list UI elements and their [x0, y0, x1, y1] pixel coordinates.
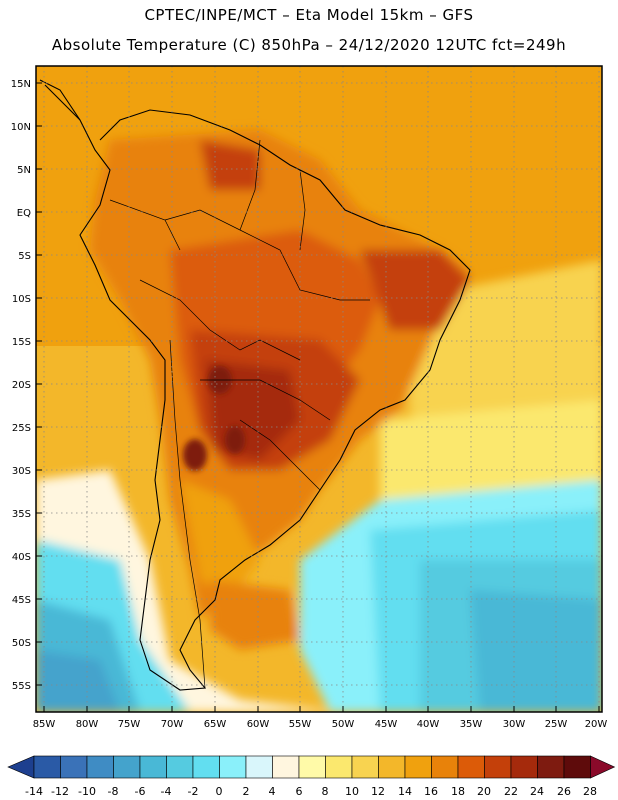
- colorbar-label: 28: [583, 785, 597, 798]
- colorbar-label: 10: [345, 785, 359, 798]
- lon-label-30w: 30W: [503, 719, 526, 730]
- colorbar-cell: [219, 755, 247, 779]
- colorbar-label: 16: [424, 785, 438, 798]
- lon-label-35w: 35W: [460, 719, 483, 730]
- lon-label-60w: 60W: [247, 719, 270, 730]
- colorbar-cell: [325, 755, 353, 779]
- map-frame: [35, 65, 603, 713]
- colorbar-label: 8: [322, 785, 329, 798]
- colorbar-label: 2: [243, 785, 250, 798]
- colorbar-arrow-high: [590, 755, 616, 779]
- colorbar-label: 0: [216, 785, 223, 798]
- colorbar-label: 12: [371, 785, 385, 798]
- colorbar-label: -6: [135, 785, 146, 798]
- lon-ticks: [43, 706, 600, 712]
- colorbar-label: -4: [161, 785, 172, 798]
- lon-label-80w: 80W: [76, 719, 99, 730]
- colorbar-cell: [537, 755, 565, 779]
- colorbar-label: 26: [557, 785, 571, 798]
- colorbar-cell: [457, 755, 485, 779]
- colorbar-cell: [378, 755, 406, 779]
- lon-label-20w: 20W: [585, 719, 608, 730]
- colorbar-labels: -14 -12 -10 -8 -6 -4 -2 0 2 4 6 8 10 12 …: [25, 785, 597, 798]
- colorbar-label: 18: [451, 785, 465, 798]
- lat-label-10n: 10N: [11, 122, 31, 133]
- colorbar-label: 6: [296, 785, 303, 798]
- lat-label-10s: 10S: [12, 294, 31, 305]
- lat-label-55s: 55S: [12, 681, 31, 692]
- colorbar-cell: [60, 755, 88, 779]
- colorbar-label: -10: [78, 785, 96, 798]
- colorbar-cells: [7, 755, 616, 779]
- lon-label-70w: 70W: [161, 719, 184, 730]
- lat-label-5s: 5S: [18, 251, 31, 262]
- colorbar-cell: [245, 755, 273, 779]
- colorbar-label: -8: [108, 785, 119, 798]
- colorbar-cell: [404, 755, 432, 779]
- lat-label-30s: 30S: [12, 466, 31, 477]
- colorbar-label: -12: [51, 785, 69, 798]
- lon-label-75w: 75W: [118, 719, 141, 730]
- map-title-line-1: CPTEC/INPE/MCT – Eta Model 15km – GFS: [144, 6, 474, 24]
- colorbar-label: -2: [188, 785, 199, 798]
- lon-label-65w: 65W: [204, 719, 227, 730]
- lat-label-eq: EQ: [17, 208, 31, 219]
- colorbar-arrow-low: [7, 755, 35, 779]
- colorbar-cell: [113, 755, 141, 779]
- lat-label-35s: 35S: [12, 509, 31, 520]
- latitude-labels: 15N 10N 5N EQ 5S 10S 15S 20S 25S 30S 35S…: [11, 79, 31, 692]
- lat-label-5n: 5N: [17, 165, 31, 176]
- lat-label-25s: 25S: [12, 423, 31, 434]
- lat-label-45s: 45S: [12, 595, 31, 606]
- colorbar-cell: [298, 755, 326, 779]
- colorbar-label: -14: [25, 785, 43, 798]
- colorbar-label: 24: [530, 785, 544, 798]
- lat-label-15s: 15S: [12, 337, 31, 348]
- lon-label-85w: 85W: [33, 719, 56, 730]
- lat-ticks: [36, 82, 42, 686]
- colorbar-cell: [431, 755, 459, 779]
- lat-label-20s: 20S: [12, 380, 31, 391]
- lon-label-45w: 45W: [375, 719, 398, 730]
- lon-label-25w: 25W: [545, 719, 568, 730]
- colorbar-cell: [166, 755, 194, 779]
- coastline-outline: [39, 79, 471, 691]
- colorbar-label: 14: [398, 785, 412, 798]
- colorbar-cell: [33, 755, 61, 779]
- temperature-field: [36, 66, 602, 712]
- colorbar-cell: [272, 755, 300, 779]
- lat-label-50s: 50S: [12, 638, 31, 649]
- colorbar-label: 22: [504, 785, 518, 798]
- colorbar-label: 20: [477, 785, 491, 798]
- colorbar-cell: [484, 755, 512, 779]
- lat-label-40s: 40S: [12, 552, 31, 563]
- colorbar-cell: [192, 755, 220, 779]
- colorbar-label: 4: [269, 785, 276, 798]
- lat-label-15n: 15N: [11, 79, 31, 90]
- lon-label-40w: 40W: [417, 719, 440, 730]
- colorbar-cell: [563, 755, 591, 779]
- colorbar: -14 -12 -10 -8 -6 -4 -2 0 2 4 6 8 10 12 …: [7, 755, 616, 798]
- colorbar-cell: [510, 755, 538, 779]
- colorbar-cell: [139, 755, 167, 779]
- lon-label-50w: 50W: [332, 719, 355, 730]
- colorbar-cell: [86, 755, 114, 779]
- colorbar-cell: [351, 755, 379, 779]
- map-title-line-2: Absolute Temperature (C) 850hPa – 24/12/…: [51, 36, 567, 54]
- lon-label-55w: 55W: [289, 719, 312, 730]
- longitude-labels: 85W 80W 75W 70W 65W 60W 55W 50W 45W 40W …: [33, 719, 608, 730]
